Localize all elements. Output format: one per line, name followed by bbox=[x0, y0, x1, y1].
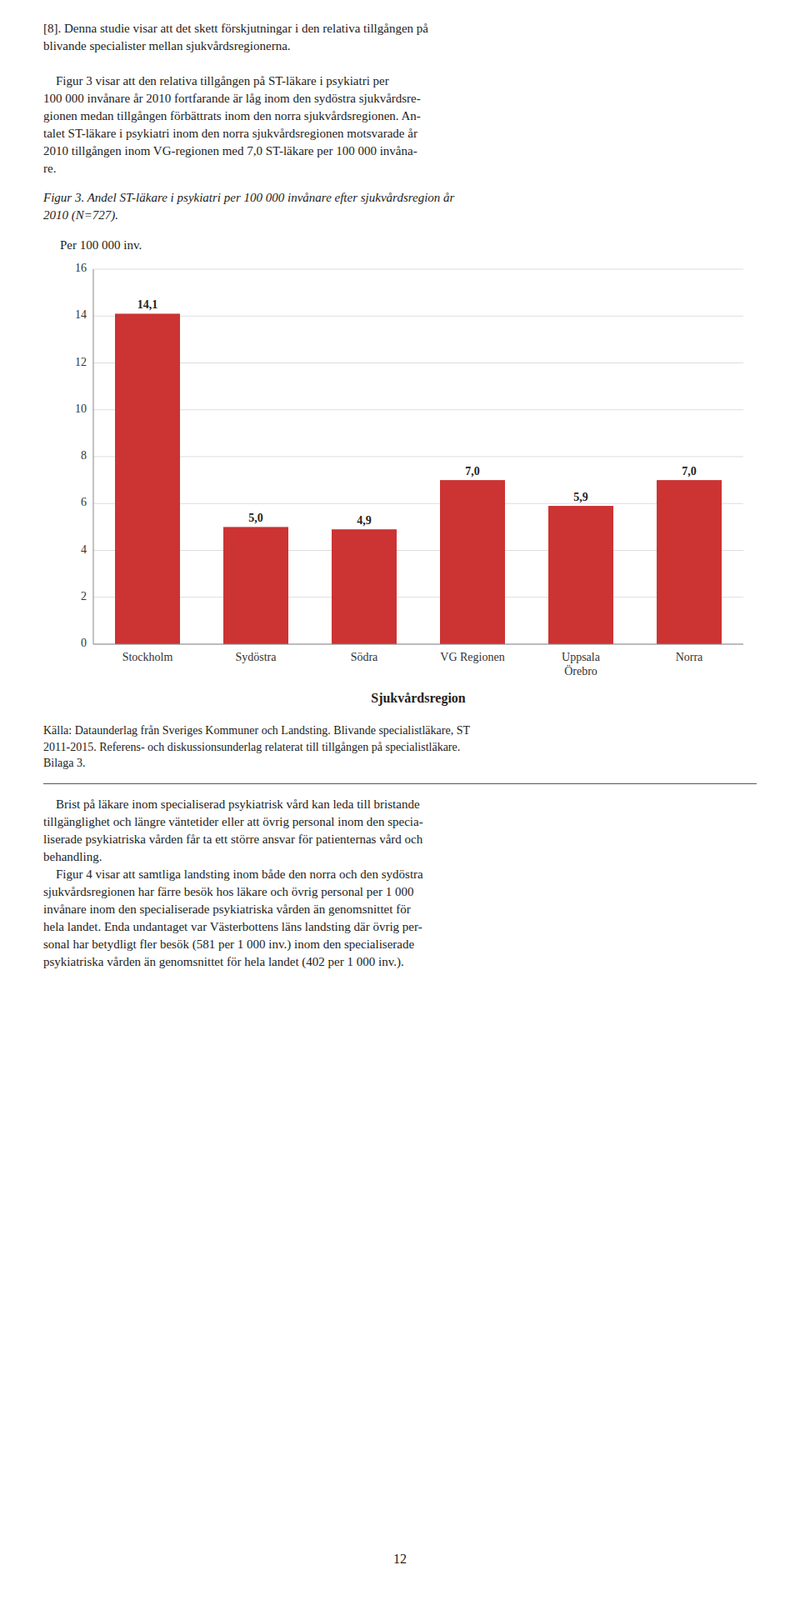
grid-line bbox=[93, 362, 744, 364]
page: {"chart_data": {"type": "bar", "title": … bbox=[0, 0, 800, 1600]
chart: 0 2 4 6 8 10 12 14 16 14,1 5,0 4,9 7,0 5,9 7,0 Stockhol… bbox=[43, 232, 757, 716]
data-label: 4,9 bbox=[356, 514, 372, 527]
chart-title: Figur 3. Andel ST-läkare i psykiatri per… bbox=[43, 189, 757, 225]
y-tick-label: 10 bbox=[75, 402, 87, 415]
x-tick-label: Sydöstra bbox=[235, 650, 278, 664]
x-tick-label-line: VG Regionen bbox=[440, 650, 505, 664]
x-axis-label: Sjukvårdsregion bbox=[370, 690, 466, 706]
separator bbox=[43, 783, 757, 785]
x-tick-label: Norra bbox=[675, 650, 704, 664]
intro-text: [8]. Denna studie visar att det skett fö… bbox=[43, 20, 757, 178]
bar bbox=[115, 313, 180, 645]
y-tick-label: 2 bbox=[80, 590, 87, 603]
y-tick-label: 8 bbox=[80, 449, 87, 462]
bar bbox=[656, 480, 722, 645]
x-tick-label: Stockholm bbox=[122, 650, 174, 664]
y-tick-label: 16 bbox=[75, 261, 87, 275]
bar bbox=[548, 505, 614, 645]
data-label: 5,0 bbox=[248, 511, 264, 525]
x-tick-label-line: Uppsala bbox=[561, 650, 601, 664]
y-tick-label: 6 bbox=[80, 495, 87, 509]
page-number: 12 bbox=[0, 1551, 800, 1567]
y-axis-label: Per 100 000 inv. bbox=[60, 238, 142, 252]
source-text: Källa: Dataunderlag från Sveriges Kommun… bbox=[43, 722, 757, 772]
data-label: 5,9 bbox=[573, 490, 589, 504]
x-tick-label-line: Stockholm bbox=[122, 650, 174, 664]
grid-line bbox=[93, 269, 744, 270]
x-axis-line bbox=[93, 644, 744, 645]
data-label: 7,0 bbox=[681, 465, 697, 478]
bars bbox=[115, 313, 722, 645]
y-tick-label: 14 bbox=[75, 308, 87, 321]
grid-line bbox=[93, 644, 744, 645]
grid-line bbox=[93, 409, 744, 410]
grid-line bbox=[93, 456, 744, 458]
data-label: 14,1 bbox=[137, 298, 159, 311]
page-content: [8]. Denna studie visar att det skett fö… bbox=[0, 0, 800, 971]
x-tick-label: Södra bbox=[350, 650, 379, 664]
y-tick-label: 4 bbox=[80, 543, 87, 556]
x-tick-label-line: Sydöstra bbox=[235, 650, 278, 664]
bar bbox=[440, 480, 505, 645]
y-axis-line bbox=[93, 269, 95, 645]
x-tick-label-line: Norra bbox=[675, 650, 704, 664]
body-text: Brist på läkare inom specialiserad psyki… bbox=[43, 795, 757, 971]
x-tick-label-line: Södra bbox=[350, 650, 379, 664]
grid-line bbox=[93, 503, 744, 505]
x-tick-label: VG Regionen bbox=[440, 650, 505, 664]
y-tick-label: 12 bbox=[75, 355, 87, 369]
x-tick-label-line: Örebro bbox=[564, 664, 598, 678]
grid-line bbox=[93, 315, 744, 317]
y-tick-label: 0 bbox=[80, 636, 87, 650]
data-label: 7,0 bbox=[465, 465, 480, 478]
bar bbox=[223, 526, 289, 645]
grid-line bbox=[93, 596, 744, 598]
x-tick-label: UppsalaÖrebro bbox=[561, 650, 601, 678]
bar bbox=[331, 529, 397, 645]
grid-line bbox=[93, 550, 744, 551]
